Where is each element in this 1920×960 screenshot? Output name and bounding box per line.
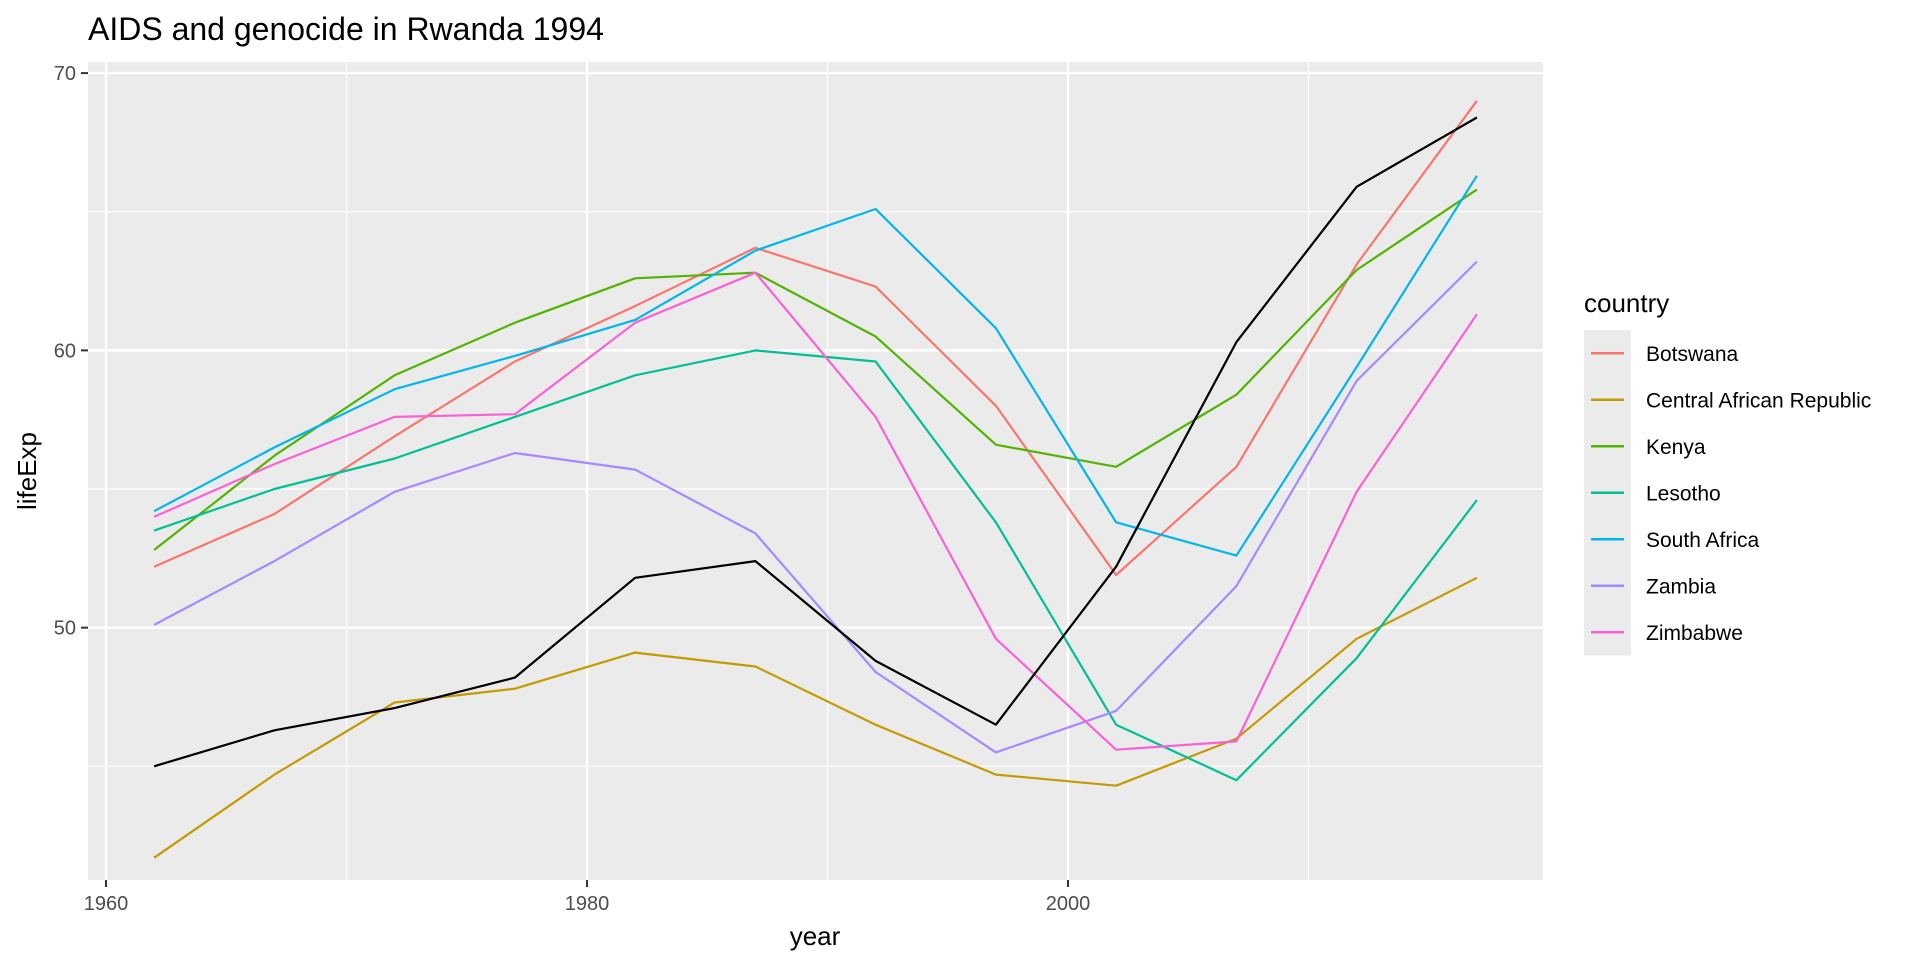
legend-label-lesotho: Lesotho — [1646, 482, 1721, 505]
series-line-zimbabwe — [153, 271, 1478, 751]
legend-label-botswana: Botswana — [1646, 343, 1739, 366]
y-axis-title: lifeExp — [12, 432, 42, 510]
x-axis: 1960 1980 2000 — [84, 880, 1090, 915]
series-line-unlabeled-7 — [153, 116, 1478, 768]
legend-items: Botswana Central African Republic Kenya Les… — [1584, 330, 1871, 656]
plot-panel — [88, 62, 1543, 880]
y-axis: 50 60 70 — [54, 63, 88, 640]
y-tick-label: 60 — [54, 340, 76, 362]
legend-label-central-african-republic: Central African Republic — [1646, 389, 1871, 412]
legend-label-zimbabwe: Zimbabwe — [1646, 622, 1743, 645]
x-tick-label: 2000 — [1046, 893, 1091, 915]
legend-title: country — [1584, 288, 1669, 318]
series-line-lesotho — [153, 349, 1478, 782]
series-lines — [153, 100, 1478, 859]
series-line-central-african-republic — [153, 576, 1478, 859]
x-tick-label: 1960 — [84, 893, 129, 915]
series-line-botswana — [153, 100, 1478, 577]
chart-title: AIDS and genocide in Rwanda 1994 — [88, 11, 604, 47]
legend-label-zambia: Zambia — [1646, 575, 1716, 598]
series-line-zambia — [153, 260, 1478, 754]
legend: country Botswana Central African Republic… — [1584, 288, 1871, 656]
legend-label-south-africa: South Africa — [1646, 529, 1760, 552]
grid-minor — [88, 62, 1543, 880]
legend-label-kenya: Kenya — [1646, 436, 1706, 459]
panel-background — [88, 62, 1543, 880]
grid-major — [88, 62, 1543, 880]
series-line-south-africa — [153, 175, 1478, 557]
x-axis-title: year — [790, 921, 841, 951]
x-tick-label: 1980 — [565, 893, 610, 915]
y-tick-label: 70 — [54, 63, 76, 85]
series-line-kenya — [153, 188, 1478, 551]
y-tick-label: 50 — [54, 618, 76, 640]
